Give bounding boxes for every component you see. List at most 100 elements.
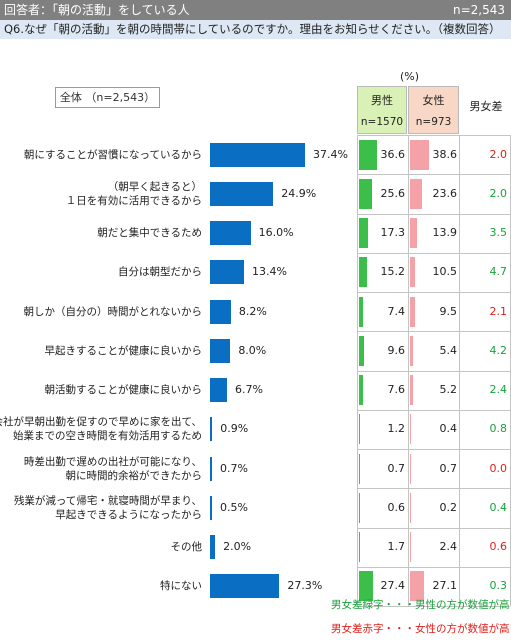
total-bar bbox=[210, 417, 213, 442]
gender-diff-value: 0.8 bbox=[489, 422, 508, 436]
total-bar bbox=[210, 574, 280, 599]
male-value: 0.7 bbox=[387, 461, 406, 475]
category-label-line: 朝にすることが習慣になっているから bbox=[23, 148, 202, 161]
unit-label: (%) bbox=[400, 70, 420, 83]
female-bar bbox=[410, 178, 422, 209]
table-grid-line bbox=[357, 292, 510, 293]
category-label: 朝にすることが習慣になっているから bbox=[24, 148, 202, 162]
category-label-line: 早起きできるようになったから bbox=[55, 508, 202, 521]
legend-green: 男女差緑字・・・男性の方が数値が高い bbox=[331, 599, 511, 611]
category-label: 残業が減って帰宅・就寝時間が早まり、 早起きできるようになったから bbox=[14, 494, 202, 522]
female-bar bbox=[410, 139, 430, 170]
category-label: 朝だと集中できるため bbox=[97, 226, 202, 240]
category-label-line: １日を有効に活用できるから bbox=[65, 194, 202, 207]
male-n: n=1570 bbox=[360, 116, 404, 128]
table-grid-line bbox=[357, 566, 510, 568]
gender-diff-value: 0.4 bbox=[489, 500, 508, 514]
category-label-line: 朝活動することが健康に良いから bbox=[44, 384, 203, 397]
female-label: 女性 bbox=[422, 94, 445, 107]
category-label: 会社が早朝出勤を促すので早めに家を出て、 始業までの空き時間を有効活用するため bbox=[0, 415, 202, 443]
legend-red: 男女差赤字・・・女性の方が数値が高い bbox=[331, 623, 511, 635]
category-label-line: 特にない bbox=[160, 580, 202, 593]
category-label: 特にない bbox=[160, 579, 202, 593]
total-bar bbox=[210, 378, 228, 403]
male-value: 17.3 bbox=[380, 226, 406, 240]
female-value: 0.7 bbox=[439, 461, 458, 475]
male-value: 36.6 bbox=[380, 147, 406, 161]
male-value: 0.6 bbox=[387, 500, 406, 514]
total-legend-box: 全体 （n=2,543） bbox=[55, 87, 160, 108]
total-value-label: 24.9% bbox=[281, 186, 317, 200]
male-value: 7.4 bbox=[387, 304, 406, 318]
male-value: 1.7 bbox=[387, 540, 406, 554]
female-value: 27.1 bbox=[432, 579, 458, 593]
female-value: 5.2 bbox=[439, 383, 458, 397]
gender-diff-value: 0.3 bbox=[489, 579, 508, 593]
table-column-divider bbox=[357, 135, 358, 606]
table-grid-line bbox=[357, 252, 510, 254]
category-label: 自分は朝型だから bbox=[118, 265, 202, 279]
female-value: 13.9 bbox=[432, 226, 458, 240]
gender-diff-value: 2.1 bbox=[489, 304, 508, 318]
male-bar bbox=[359, 453, 360, 484]
category-label-line: 始業までの空き時間を有効活用するため bbox=[13, 430, 202, 443]
male-bar bbox=[359, 414, 360, 445]
table-grid-line bbox=[357, 606, 510, 607]
male-value: 27.4 bbox=[380, 579, 406, 593]
total-value-label: 8.2% bbox=[238, 304, 267, 318]
category-label-line: 自分は朝型だから bbox=[118, 266, 202, 279]
total-bar bbox=[210, 338, 231, 363]
total-bar bbox=[210, 495, 212, 520]
male-value: 1.2 bbox=[387, 422, 406, 436]
female-value: 38.6 bbox=[432, 147, 458, 161]
female-value: 23.6 bbox=[432, 186, 458, 200]
category-label-line: 朝に時間的余裕ができたから bbox=[65, 469, 203, 482]
total-value-label: 27.3% bbox=[287, 579, 323, 593]
table-grid-line bbox=[357, 370, 510, 372]
category-label: 早起きすることが健康に良いから bbox=[45, 344, 203, 358]
category-label-line: 早起きすることが健康に良いから bbox=[44, 344, 203, 357]
female-value: 0.2 bbox=[439, 500, 458, 514]
female-bar bbox=[410, 375, 413, 406]
female-value: 5.4 bbox=[439, 343, 458, 357]
total-bar bbox=[210, 535, 216, 560]
gender-diff-value: 2.0 bbox=[489, 186, 508, 200]
category-label-line: 時差出勤で遅めの出社が可能になり、 bbox=[23, 455, 202, 468]
table-grid-line bbox=[357, 488, 510, 490]
female-bar bbox=[410, 218, 417, 249]
total-value-label: 0.5% bbox=[220, 500, 248, 514]
gender-diff-value: 0.0 bbox=[489, 461, 508, 475]
category-label: その他 bbox=[171, 540, 203, 554]
gender-diff-value: 2.0 bbox=[489, 147, 508, 161]
category-label: 朝しか（自分の）時間がとれないから bbox=[24, 305, 203, 319]
male-bar bbox=[359, 178, 372, 209]
female-bar bbox=[410, 296, 415, 327]
table-grid-line bbox=[357, 174, 510, 176]
category-label-line: 朝しか（自分の）時間がとれないから bbox=[23, 305, 203, 318]
male-bar bbox=[359, 335, 364, 366]
female-bar bbox=[410, 453, 411, 484]
total-value-label: 6.7% bbox=[235, 383, 263, 397]
table-grid-line bbox=[357, 331, 510, 333]
male-bar bbox=[359, 218, 368, 249]
female-bar bbox=[410, 532, 412, 563]
male-value: 15.2 bbox=[380, 265, 406, 279]
respondent-header: 回答者：「朝の活動」をしている人 n=2,543 bbox=[0, 0, 511, 20]
male-bar bbox=[359, 139, 378, 170]
gender-diff-value: 0.6 bbox=[489, 540, 508, 554]
category-label: 朝活動することが健康に良いから bbox=[45, 383, 203, 397]
table-grid-line bbox=[357, 213, 510, 215]
female-value: 9.5 bbox=[439, 304, 458, 318]
table-column-divider bbox=[408, 135, 409, 606]
total-value-label: 0.7% bbox=[220, 461, 248, 475]
male-value: 7.6 bbox=[387, 383, 406, 397]
female-bar bbox=[410, 571, 424, 602]
category-label-line: 会社が早朝出勤を促すので早めに家を出て、 bbox=[0, 416, 202, 429]
male-bar bbox=[359, 375, 363, 406]
total-bar bbox=[210, 181, 274, 206]
category-label-line: 残業が減って帰宅・就寝時間が早まり、 bbox=[13, 494, 202, 507]
female-bar bbox=[410, 335, 413, 366]
respondent-label: 回答者：「朝の活動」をしている人 bbox=[4, 3, 190, 17]
male-value: 25.6 bbox=[380, 186, 406, 200]
female-bar bbox=[410, 257, 416, 288]
